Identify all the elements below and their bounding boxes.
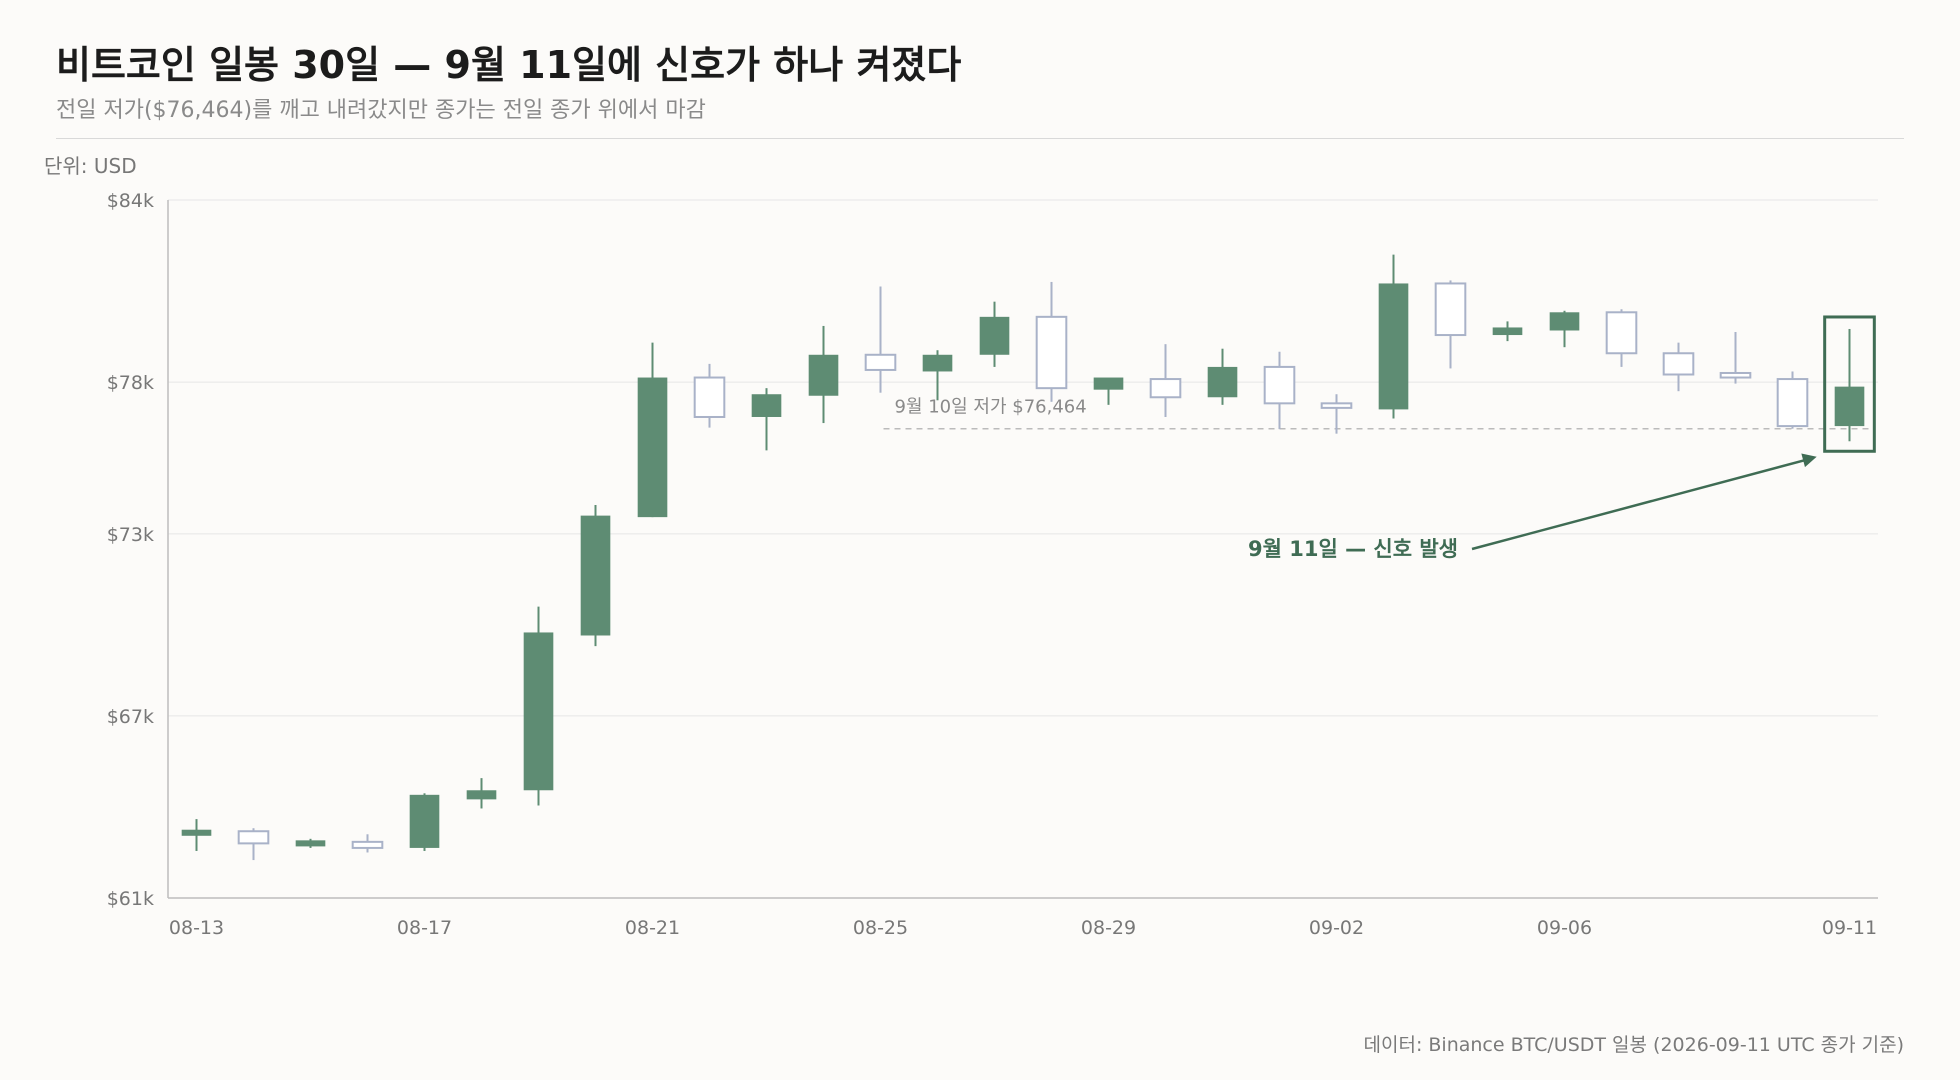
candle-body [1605, 311, 1638, 355]
candle [864, 286, 897, 393]
tick-labels: $61k $67k $73k $78k $84k 08-13 08-17 08-21 08-25… [107, 190, 1877, 939]
candle [1434, 280, 1467, 369]
y-tick-label: $67k [107, 706, 154, 728]
candle [979, 301, 1010, 367]
candle-body [523, 632, 554, 791]
candle [466, 778, 497, 809]
candle [1093, 377, 1124, 405]
candle-body [979, 316, 1010, 355]
candle [237, 828, 270, 861]
header-divider [56, 138, 1904, 139]
candle [1149, 344, 1182, 417]
candle-body [1719, 371, 1752, 379]
axes [167, 200, 1878, 899]
annotation-arrow-line [1471, 458, 1808, 551]
chart-subtitle: 전일 저가($76,464)를 깨고 내려갔지만 종가는 전일 종가 위에서 마… [56, 98, 706, 123]
candle-body [864, 353, 897, 371]
data-source-footer: 데이터: Binance BTC/USDT 일봉 (2026-09-11 UTC… [1363, 1034, 1904, 1056]
candle [1605, 309, 1638, 367]
candle [922, 350, 953, 401]
candle [181, 819, 212, 851]
candle-body [808, 354, 839, 396]
candle [808, 325, 839, 424]
candle [1263, 351, 1296, 430]
candle-body [237, 830, 270, 845]
x-tick-label: 08-21 [625, 917, 680, 939]
x-tick-label: 08-13 [169, 917, 224, 939]
candle-body [409, 794, 440, 848]
y-tick-label: $78k [107, 372, 154, 394]
candle [1207, 348, 1238, 405]
candle-body [1263, 365, 1296, 405]
highlight-box [1823, 315, 1876, 453]
chart-title: 비트코인 일봉 30일 — 9월 11일에 신호가 하나 켜졌다 [56, 43, 962, 87]
candle [1776, 371, 1809, 429]
x-tick-label: 08-29 [1081, 917, 1136, 939]
candle [751, 388, 782, 451]
candle-body [1549, 312, 1580, 331]
x-tick-label: 08-17 [397, 917, 452, 939]
candle [523, 606, 554, 806]
candle-body [1378, 283, 1409, 410]
x-tick-label: 08-25 [853, 917, 908, 939]
x-tick-label: 09-06 [1537, 917, 1592, 939]
candle-body [1662, 352, 1695, 376]
reference-line-label: 9월 10일 저가 $76,464 [895, 397, 1087, 418]
candle-body [1149, 378, 1182, 399]
candle [1492, 321, 1523, 342]
candle-body [1035, 315, 1068, 390]
candle [1378, 254, 1409, 419]
highlight-group: 9월 11일 — 신호 발생 [1248, 315, 1876, 561]
candle [637, 342, 668, 518]
x-tick-label: 09-02 [1309, 917, 1364, 939]
candle [1834, 328, 1865, 442]
candle [1719, 332, 1752, 384]
candle-body [1093, 377, 1124, 390]
x-tick-label: 09-11 [1822, 917, 1877, 939]
candle-body [1434, 282, 1467, 337]
candle-body [922, 354, 953, 372]
candle-body [466, 790, 497, 800]
candle [580, 504, 611, 647]
candle-body [295, 840, 326, 847]
candle [1662, 342, 1695, 392]
candles [181, 254, 1865, 861]
candle [1549, 310, 1580, 348]
candle [295, 838, 326, 848]
candle-body [751, 394, 782, 417]
candle [409, 793, 440, 851]
annotation-label: 9월 11일 — 신호 발생 [1248, 537, 1458, 561]
candlestick-chart: 9월 10일 저가 $76,464 9월 11일 — 신호 발생 $61k $67… [107, 190, 1878, 939]
candle-body [637, 377, 668, 518]
reference-line-group: 9월 10일 저가 $76,464 [883, 397, 1874, 430]
candle-body [1492, 327, 1523, 336]
unit-label: 단위: USD [44, 154, 137, 178]
candle-body [693, 376, 726, 418]
candle [1035, 281, 1068, 402]
candle [693, 363, 726, 428]
y-tick-label: $73k [107, 524, 154, 546]
y-tick-label: $84k [107, 190, 154, 212]
candle [351, 834, 384, 853]
candle-body [351, 840, 384, 849]
candle-body [1776, 378, 1809, 428]
candle-body [580, 515, 611, 636]
candle [1320, 394, 1353, 434]
y-tick-label: $61k [107, 888, 154, 910]
annotation-arrow-head [1801, 453, 1817, 468]
candle-body [1320, 402, 1353, 409]
candle-body [181, 829, 212, 836]
candle-body [1207, 366, 1238, 398]
candle-body [1834, 386, 1865, 427]
